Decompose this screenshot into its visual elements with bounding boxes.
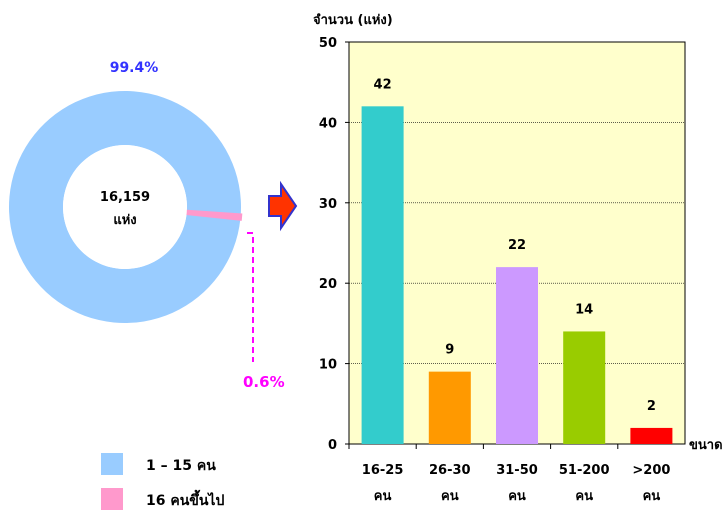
x-tick-label: 31-50 <box>496 463 538 478</box>
legend-label-1-15: 1 – 15 คน <box>146 458 216 474</box>
x-axis-ticks: 16-25 คน 26-30 คน 31-50 คน 51-200 คน >200 คน <box>348 444 670 504</box>
x-tick-unit: คน <box>508 489 526 504</box>
legend-swatch-1-15 <box>101 453 123 475</box>
bar-value-label: 14 <box>575 302 593 317</box>
x-tick-unit: คน <box>374 489 392 504</box>
x-tick-label: 16-25 <box>362 463 404 478</box>
x-tick-unit: คน <box>575 489 593 504</box>
y-tick-label: 30 <box>319 197 337 212</box>
bars: 42 9 22 14 2 <box>361 77 673 444</box>
bar <box>630 427 673 444</box>
x-tick-unit: คน <box>643 489 661 504</box>
bar <box>563 331 606 444</box>
donut-center-unit: แห่ง <box>113 213 136 228</box>
x-tick-label: >200 <box>632 463 670 478</box>
bar-value-label: 22 <box>508 238 526 253</box>
bar-value-label: 42 <box>374 77 392 92</box>
y-tick-label: 20 <box>319 277 337 292</box>
x-axis-title: ขนาด <box>689 438 723 453</box>
legend: 1 – 15 คน 16 คนขึ้นไป <box>101 453 224 510</box>
donut-hole <box>63 145 187 269</box>
bar-chart: 0 10 20 30 40 50 42 9 22 14 2 16-25 คน 26-30 คน 31-50… <box>313 12 723 504</box>
x-tick-label: 51-200 <box>559 463 610 478</box>
x-tick-label: 26-30 <box>429 463 471 478</box>
donut-label-small: 0.6% <box>243 373 285 391</box>
y-tick-label: 40 <box>319 116 337 131</box>
donut-leader-line <box>247 232 254 362</box>
donut-center-value: 16,159 <box>100 190 150 205</box>
bar-value-label: 2 <box>647 399 656 414</box>
arrow-right-icon <box>268 180 298 232</box>
y-tick-label: 50 <box>319 36 337 51</box>
bar <box>428 371 471 444</box>
y-tick-label: 0 <box>328 438 337 453</box>
bar-value-label: 9 <box>445 343 454 358</box>
x-tick-unit: คน <box>441 489 459 504</box>
donut-chart: 16,159 แห่ง 99.4% 0.6% <box>9 60 285 391</box>
bar <box>496 267 538 444</box>
bar <box>361 106 404 444</box>
donut-label-main: 99.4% <box>110 60 159 76</box>
legend-label-16-plus: 16 คนขึ้นไป <box>146 489 224 509</box>
legend-swatch-16-plus <box>101 488 123 510</box>
y-tick-label: 10 <box>319 358 337 373</box>
y-axis-ticks: 0 10 20 30 40 50 <box>319 36 349 453</box>
donut-slice-main <box>9 90 242 323</box>
y-axis-title: จำนวน (แห่ง) <box>313 12 393 28</box>
